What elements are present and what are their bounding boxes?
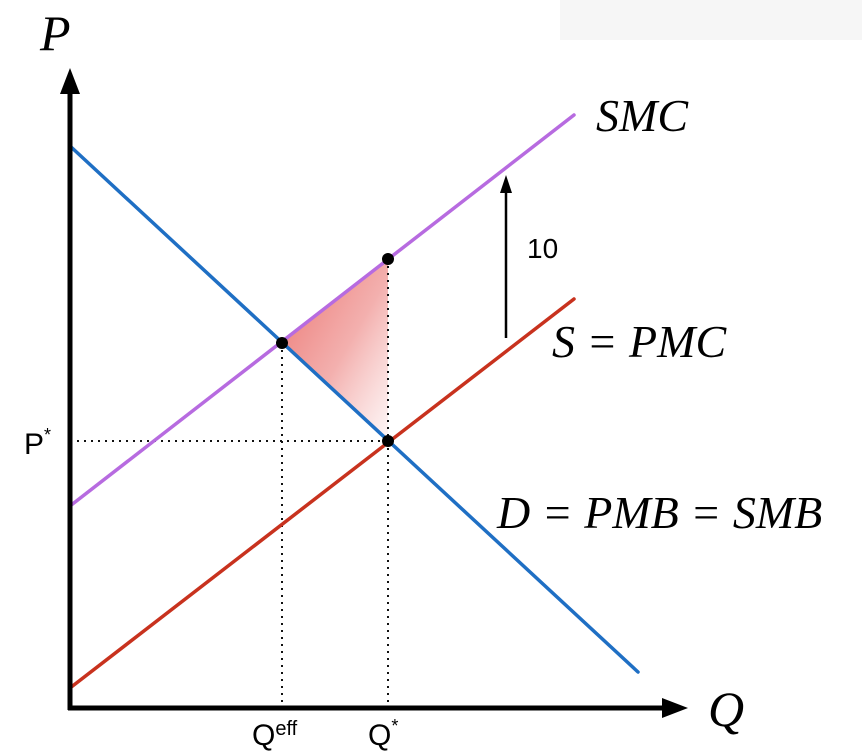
p-star-label: P*	[24, 425, 51, 461]
supply-label: S = PMC	[552, 316, 727, 367]
equilibrium-points	[276, 253, 394, 447]
shift-amount-label: 10	[527, 233, 558, 264]
market-equilibrium-point	[382, 435, 394, 447]
background-shade	[560, 0, 862, 40]
q-star-base: Q	[368, 719, 391, 751]
q-eff-label: Qeff	[252, 718, 298, 751]
q-eff-sup: eff	[275, 718, 297, 740]
p-star-sup: *	[44, 425, 51, 445]
q-star-label: Q*	[368, 716, 398, 751]
smc-curve	[68, 113, 576, 508]
smc-label: SMC	[596, 90, 689, 141]
shift-arrow	[500, 175, 512, 338]
q-eff-base: Q	[252, 719, 275, 751]
demand-label: D = PMB = SMB	[496, 487, 822, 538]
x-axis-arrowhead	[662, 698, 688, 718]
p-star-base: P	[24, 428, 44, 461]
efficient-point	[276, 337, 288, 349]
shift-arrow-head	[500, 175, 512, 193]
y-axis-label: P	[39, 5, 71, 61]
demand-curve	[68, 144, 640, 674]
x-axis-label: Q	[708, 681, 744, 737]
supply-curve	[68, 297, 576, 690]
q-star-sup: *	[391, 716, 398, 736]
smc-at-q-star-point	[382, 253, 394, 265]
axes	[60, 68, 688, 718]
y-axis-arrowhead	[60, 68, 80, 94]
deadweight-loss-triangle	[282, 259, 388, 441]
